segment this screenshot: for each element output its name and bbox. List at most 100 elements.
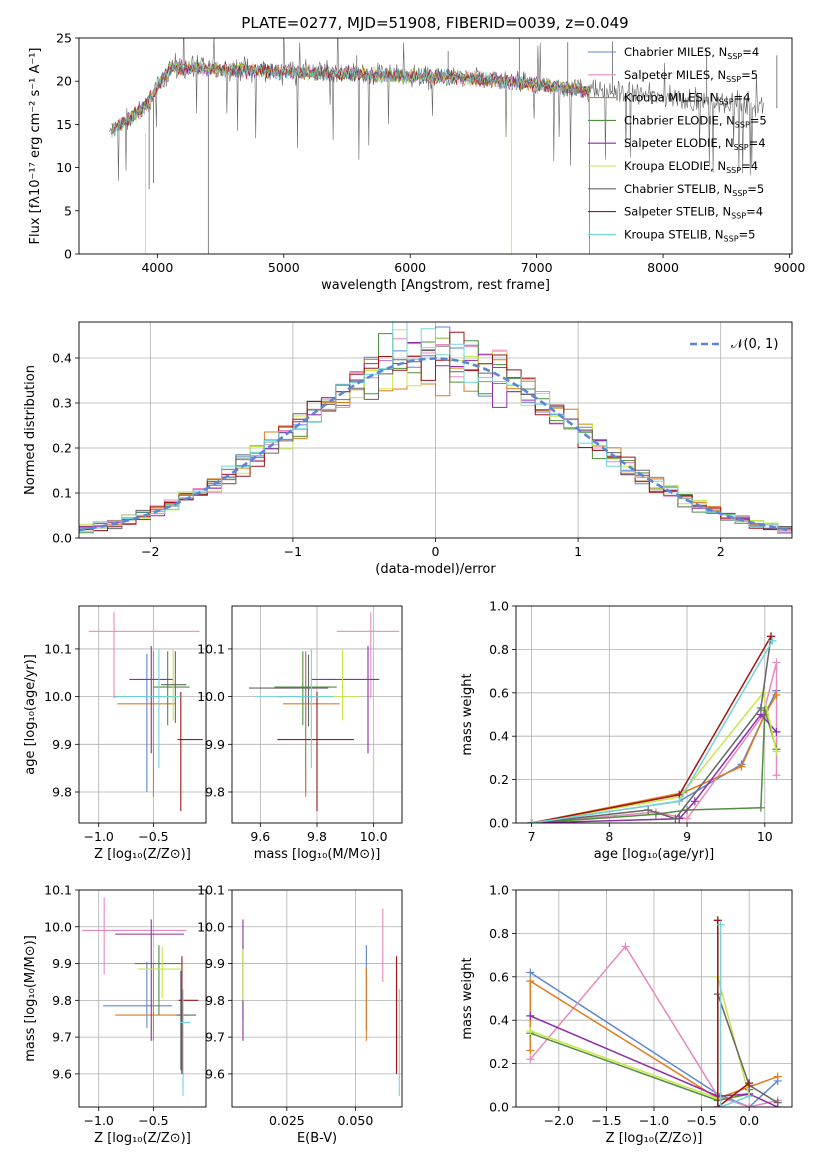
y-tick-label: 0.0 — [489, 1100, 509, 1115]
y-tick-label: 0.2 — [489, 1056, 509, 1071]
weight-marker — [526, 1046, 535, 1055]
residuals-plot-area — [79, 322, 792, 538]
legend-entry: Salpeter MILES, NSSP=5 — [624, 68, 758, 84]
legend-sub: SSP — [724, 234, 739, 243]
y-tick-label: 9.9 — [205, 737, 225, 752]
weight-line-1 — [531, 662, 778, 823]
y-tick-label: 9.6 — [205, 1066, 225, 1081]
legend-suffix: =4 — [741, 159, 758, 173]
legend-suffix: =5 — [741, 68, 758, 82]
legend-sub: SSP — [727, 52, 742, 61]
weight-marker — [745, 1103, 754, 1107]
weight-marker — [773, 1098, 782, 1107]
x-tick-label: −0.5 — [138, 829, 168, 844]
weight-marker — [713, 1103, 722, 1107]
legend-entry: Salpeter STELIB, NSSP=4 — [624, 205, 763, 221]
y-tick-label: 0.4 — [52, 351, 72, 366]
y-tick-label: 9.7 — [205, 1030, 225, 1045]
spectrum-xlabel: wavelength [Angstrom, rest frame] — [321, 278, 550, 293]
model-line-6 — [111, 61, 590, 254]
axes-frame — [78, 605, 207, 824]
weight-marker — [756, 703, 765, 712]
weight-line-8 — [531, 640, 774, 823]
weight-marker — [526, 1011, 535, 1020]
y-tick-label: 0.6 — [489, 969, 509, 984]
weight-marker — [644, 805, 653, 814]
axes-frame — [78, 321, 793, 539]
y-tick-label: 5 — [64, 203, 72, 218]
mass_vs_Z-axes: −1.0 −0.5 9.6 9.7 9.8 9.9 10.0 10.1 Z [log₁₀(Z/Z… — [23, 883, 207, 1146]
mass_weight_vs_age-axes: 7 8 9 10 0.0 0.2 0.4 0.6 0.8 1.0 age [log₁₀(age/yr… — [460, 599, 793, 862]
spectrum-ylabel: Flux [fλ10⁻¹⁷ erg cm⁻² s⁻¹ A⁻¹] — [28, 48, 43, 245]
x-tick-label: 9000 — [774, 260, 806, 275]
mass_weight_vs_Z-ylabel: mass weight — [460, 957, 475, 1039]
spectrum-plot-area — [109, 38, 778, 254]
legend-entry: Kroupa STELIB, NSSP=5 — [624, 227, 755, 243]
x-tick-label: 9.6 — [250, 829, 270, 844]
y-tick-label: 10.0 — [44, 919, 72, 934]
weight-marker — [526, 1027, 535, 1036]
weight-line-5 — [531, 691, 778, 823]
legend-entry: Chabrier ELODIE, NSSP=5 — [624, 113, 767, 129]
legend-sub: SSP — [732, 189, 747, 198]
weight-marker — [768, 636, 777, 645]
legend-sub: SSP — [726, 166, 741, 175]
weight-marker — [745, 1079, 754, 1088]
axes-frame — [515, 605, 793, 824]
weight-marker — [756, 803, 765, 812]
y-tick-label: 1.0 — [489, 599, 509, 614]
age_vs_mass-xlabel: mass [log₁₀(M/M⊙)] — [254, 847, 381, 862]
weight-marker — [675, 797, 684, 806]
model-line-1 — [111, 60, 590, 254]
weight-marker — [713, 916, 722, 925]
legend-entry: Kroupa ELODIE, NSSP=4 — [624, 159, 758, 175]
mass_weight_vs_Z-axes: −2.0 −1.5 −1.0 −0.5 0.0 0.0 0.2 0.4 0.6 0.8 1.0 Z [… — [460, 883, 793, 1146]
y-tick-label: 0 — [64, 247, 72, 262]
age_vs_Z-axes: −1.0 −0.5 9.8 9.9 10.0 10.1 Z [log₁₀(Z/Z⊙)] age… — [23, 605, 207, 862]
legend-suffix: =5 — [747, 182, 764, 196]
weight-line-3 — [531, 709, 778, 823]
axes-frame — [515, 889, 793, 1108]
legend-label: Chabrier MILES, N — [624, 45, 727, 59]
mass_vs_Z-ylabel: mass [log₁₀(M/M⊙)] — [23, 935, 38, 1062]
model-line-8 — [111, 60, 590, 254]
weight-line-8 — [719, 924, 750, 1107]
x-tick-label: 10 — [757, 829, 773, 844]
x-tick-label: 7000 — [521, 260, 553, 275]
legend-suffix: =5 — [739, 227, 756, 241]
axes-frame — [231, 889, 403, 1108]
legend-sub: SSP — [734, 143, 749, 152]
y-tick-label: 10.0 — [44, 689, 72, 704]
weight-marker — [716, 920, 725, 929]
legend-entry: Salpeter ELODIE, NSSP=4 — [624, 136, 766, 152]
y-tick-label: 20 — [56, 74, 72, 89]
model-line-0 — [111, 59, 590, 254]
x-tick-label: 0.0 — [739, 1113, 759, 1128]
x-tick-label: 0 — [432, 544, 440, 559]
y-tick-label: 10.0 — [197, 689, 225, 704]
x-tick-label: −0.5 — [138, 1113, 168, 1128]
y-tick-label: 0.3 — [52, 396, 72, 411]
x-tick-label: 8 — [605, 829, 613, 844]
weight-marker — [683, 814, 692, 823]
y-tick-label: 10.1 — [197, 883, 225, 898]
age_vs_Z-ylabel: age [log₁₀(age/yr)] — [23, 654, 38, 775]
age_vs_mass-plot-area — [232, 606, 402, 823]
weight-marker — [621, 942, 630, 951]
mass_weight_vs_Z-plot-area — [516, 890, 792, 1107]
model-line-5 — [111, 60, 590, 254]
x-tick-label: −1.5 — [591, 1113, 621, 1128]
weight-marker — [527, 819, 536, 823]
legend-entry: Chabrier STELIB, NSSP=5 — [624, 182, 764, 198]
legend-suffix: =4 — [734, 91, 751, 105]
y-tick-label: 9.7 — [52, 1030, 72, 1045]
x-tick-label: 8000 — [647, 260, 679, 275]
mass_vs_EBV-xlabel: E(B-V) — [297, 1131, 337, 1146]
legend-suffix: =4 — [742, 45, 759, 59]
y-tick-label: 0.0 — [52, 531, 72, 546]
figure-title: PLATE=0277, MJD=51908, FIBERID=0039, z=0… — [241, 14, 628, 32]
legend-label: Salpeter STELIB, N — [624, 205, 731, 219]
gaussian-legend-label: 𝒩(0, 1) — [731, 337, 778, 352]
weight-line-4 — [531, 713, 778, 823]
x-tick-label: −2.0 — [544, 1113, 574, 1128]
